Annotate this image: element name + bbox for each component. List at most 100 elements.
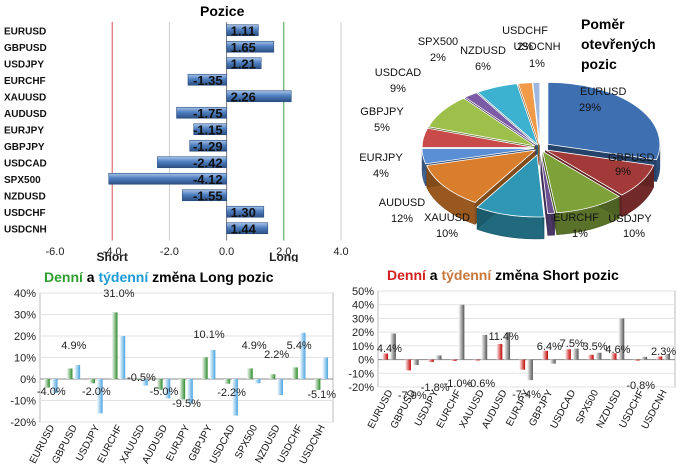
pos-bar-nzdusd (181, 189, 227, 202)
pos-value-gbpusd: 1.65 (231, 40, 256, 55)
short-plot-frame (377, 290, 676, 388)
short-title-rest: změna Short pozic (491, 267, 619, 283)
pos-category-usdchf: USDCHF (4, 208, 46, 219)
long-value-eurjpy: -9.5% (172, 398, 201, 410)
pos-category-eurchf: EURCHF (4, 76, 46, 87)
ratio-title-line-2: otevřených (581, 36, 656, 52)
pie-label-usdjpy: USDJPY (608, 213, 652, 225)
long-bar-weekly-gbpusd (74, 365, 81, 379)
pos-bar-gbpjpy (189, 139, 227, 152)
pie-slice-usdjpy (541, 150, 621, 214)
pie-value-usdcad: 9% (390, 83, 406, 95)
pos-bar-spx500 (108, 172, 227, 185)
pie-label-eurchf: EURCHF (553, 212, 599, 224)
pos-category-audusd: AUDUSD (4, 109, 47, 120)
pos-bar-eurchf (187, 73, 227, 86)
pos-value-eurusd: 1.11 (231, 23, 256, 38)
long-bar-weekly-xauusd (141, 379, 148, 386)
pie-slice-gbpjpy (421, 127, 535, 148)
long-bar-daily-eurjpy (179, 379, 186, 400)
long-bar-weekly-usdchf (299, 332, 306, 379)
pos-category-spx500: SPX500 (4, 175, 41, 186)
long-value-usdcnh: -5.1% (307, 389, 336, 401)
long-bar-daily-usdcnh (314, 379, 321, 390)
long-y-tick--20-: -20% (10, 417, 36, 429)
pos-category-eurjpy: EURJPY (4, 125, 44, 136)
pie-label-spx500: SPX500 (418, 36, 458, 48)
pie-slice-eurchf (540, 151, 556, 214)
pos-value-usdcnh: 1.44 (231, 221, 257, 236)
long-bar-weekly-usdcnh (322, 357, 329, 379)
pie-label-gbpjpy: GBPJPY (360, 106, 404, 118)
short-bar-weekly-gbpusd (412, 359, 419, 366)
short-value-eurchf: -1.0% (444, 378, 473, 390)
short-bar-weekly-eurusd (389, 333, 396, 360)
long-value-spx500: 4.9% (242, 340, 267, 352)
pie-value-xauusd: 10% (436, 228, 458, 240)
long-title-daily: Denní (44, 269, 83, 285)
pos-category-eurusd: EURUSD (4, 26, 46, 37)
pie-slice-eurusd (547, 81, 661, 161)
long-bar-weekly-usdjpy (96, 379, 103, 414)
pie-value-usdchf: 2% (517, 41, 533, 53)
pos-bar-usdchf (226, 205, 265, 218)
pie-label-usdcnh: USDCNH (513, 41, 560, 53)
ratio-title-line-3: pozic (581, 56, 617, 72)
short-bar-daily-usdchf (633, 359, 640, 361)
pos-bar-eurjpy (193, 123, 227, 136)
short-value-usdjpy: -1.8% (421, 382, 450, 394)
pos-bar-usdjpy (226, 57, 262, 70)
ratio-pie-chart: EURUSD 29% GBPUSD 9% USDJPY 10% EURCHF 1% XAUUSD… (359, 25, 661, 240)
short-bar-daily-xauusd (473, 359, 480, 361)
short-bar-weekly-usdchf (641, 356, 648, 360)
pos-bar-eurusd (226, 24, 259, 37)
pie-slice-usdcad (427, 97, 536, 147)
pos-bar-audusd (176, 106, 227, 119)
pos-value-audusd: -1.75 (193, 106, 223, 121)
pos-value-usdjpy: 1.21 (231, 56, 256, 71)
pie-label-usdcad: USDCAD (375, 67, 422, 79)
long-bar-weekly-eurjpy (186, 379, 193, 404)
long-value-eurusd: -4.0% (37, 386, 66, 398)
short-title-weekly: týdenní (441, 267, 492, 283)
pos-bar-xauusd (226, 90, 292, 103)
pos-category-nzdusd: NZDUSD (4, 191, 46, 202)
short-value-spx500: 3.5% (582, 341, 607, 353)
pie-value-gbpusd: 9% (615, 166, 631, 178)
short-change-chart: -20%-10%0%10%20%30%40%50%EURUSDGBPUSDUSD… (348, 286, 676, 431)
long-y-tick-30-: 30% (14, 310, 36, 322)
short-bar-daily-gbpjpy (542, 350, 548, 360)
short-bar-weekly-gbpjpy (549, 359, 556, 364)
x-tick-4-0: 4.0 (333, 246, 348, 258)
pie-label-nzdusd: NZDUSD (460, 45, 506, 57)
short-chart-title: Denní a týdenní změna Short pozic (387, 267, 619, 283)
short-bar-weekly-eurjpy (526, 359, 533, 381)
long-title-and: a (82, 269, 99, 285)
pie-value-spx500: 2% (430, 52, 446, 64)
long-value-xauusd: -0.5% (127, 372, 156, 384)
short-bar-daily-audusd (496, 343, 503, 360)
short-bar-daily-spx500 (587, 354, 594, 360)
long-title-rest: změna Long pozic (148, 269, 274, 285)
long-y-tick-10-: 10% (14, 353, 36, 365)
long-title-weekly: týdenní (98, 269, 149, 285)
pie-label-usdchf: USDCHF (502, 25, 548, 37)
short-y-tick-20-: 20% (352, 327, 374, 339)
long-value-usdcad: -2.2% (217, 387, 246, 399)
pie-value-nzdusd: 6% (475, 61, 491, 73)
positions-chart: -6.0 -4.0 -2.0 0.0 2.0 4.0 Short Long EURUSD 1.11… (4, 22, 349, 262)
long-y-tick--10-: -10% (10, 396, 36, 408)
short-title-daily: Denní (387, 267, 426, 283)
short-bar-weekly-audusd (504, 332, 511, 360)
pie-slice-xauusd (476, 154, 545, 218)
pie-wall-eurchf-1 (540, 151, 548, 236)
x-tick--2-0: -2.0 (160, 246, 179, 258)
short-value-eurjpy: -7.4% (512, 389, 541, 401)
x-tick-2-0: 2.0 (276, 246, 291, 258)
long-bar-weekly-eurusd (51, 379, 58, 393)
short-value-gbpjpy: 6.4% (537, 341, 562, 353)
positions-title: Pozice (200, 3, 245, 19)
long-value-gbpusd: 4.9% (61, 340, 86, 352)
short-bar-weekly-usdjpy (435, 355, 442, 360)
pie-slice-gbpusd (544, 149, 655, 196)
